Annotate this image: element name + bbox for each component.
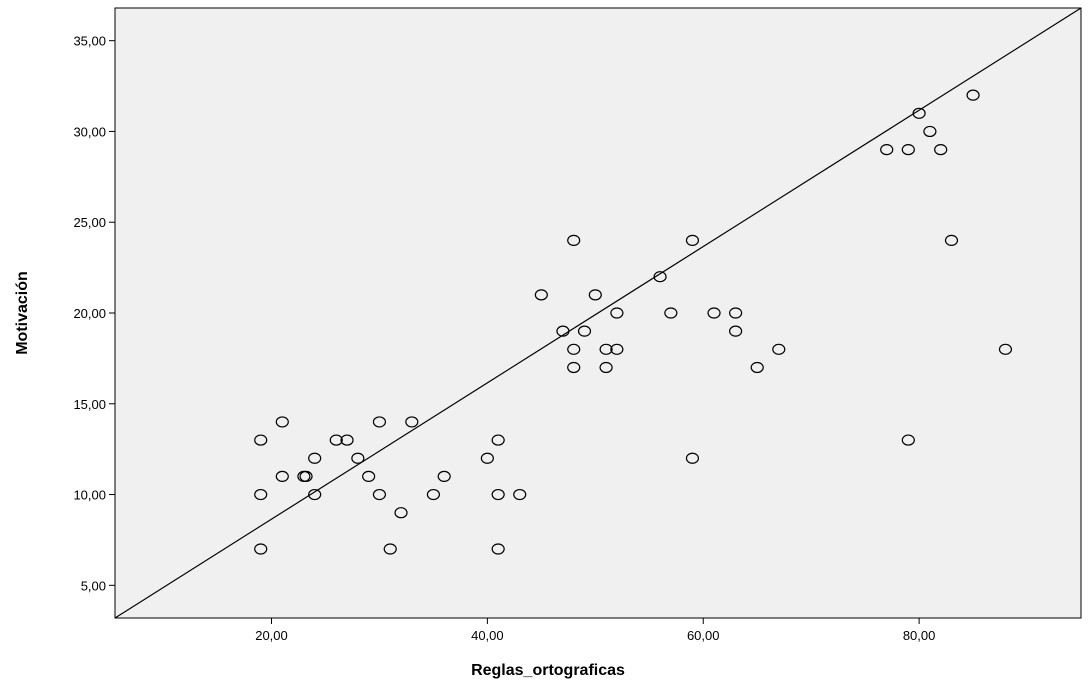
data-point (275, 416, 289, 428)
data-point (308, 488, 322, 501)
data-point (729, 325, 743, 337)
data-point (372, 488, 387, 501)
data-point (491, 488, 505, 501)
data-point (437, 470, 451, 482)
data-point (912, 107, 926, 119)
data-point (750, 361, 764, 374)
data-point (254, 434, 268, 446)
y-axis-title: Motivación (14, 271, 31, 355)
data-point (599, 343, 613, 355)
data-point (405, 416, 419, 428)
data-point (685, 234, 700, 246)
data-point (901, 434, 915, 446)
data-point (254, 543, 268, 555)
data-point (880, 144, 894, 156)
x-tick-label: 20,00 (255, 628, 288, 643)
data-point (491, 543, 505, 555)
x-tick-label: 60,00 (687, 628, 720, 643)
data-point (966, 89, 980, 101)
data-point (588, 289, 602, 301)
y-axis-ticks: 5,00 10,00 15,00 20,00 25,00 30,00 35,00 (73, 34, 115, 593)
data-point (610, 307, 624, 319)
data-point (513, 488, 527, 501)
data-point (254, 488, 268, 501)
y-tick-label: 30,00 (73, 124, 106, 139)
y-tick-label: 15,00 (73, 397, 106, 412)
data-point (567, 343, 581, 355)
data-point (729, 307, 743, 319)
data-point (329, 434, 343, 446)
data-point (394, 507, 408, 519)
fit-line-layer (114, 7, 1082, 619)
x-tick-label: 80,00 (903, 628, 936, 643)
data-point (275, 470, 289, 482)
fit-line (114, 7, 1082, 619)
data-point (556, 325, 570, 337)
data-point (426, 488, 441, 501)
data-point (944, 234, 959, 246)
data-point (599, 361, 613, 374)
data-point (577, 325, 592, 337)
data-point (480, 452, 494, 464)
data-point (772, 343, 786, 355)
x-axis-title: Reglas_ortograficas (471, 662, 625, 679)
data-point (372, 416, 387, 428)
data-point (901, 144, 915, 156)
data-point (664, 307, 678, 319)
data-point (923, 125, 937, 138)
data-point (653, 271, 667, 283)
data-point (299, 470, 313, 482)
y-tick-label: 10,00 (73, 488, 106, 503)
data-point (707, 307, 721, 319)
data-point (340, 434, 354, 446)
data-point (491, 434, 505, 446)
data-points (254, 89, 1013, 555)
data-point (351, 452, 365, 464)
y-tick-label: 25,00 (73, 215, 106, 230)
data-point (998, 343, 1013, 355)
data-point (308, 452, 322, 464)
x-tick-label: 40,00 (471, 628, 504, 643)
y-tick-label: 35,00 (73, 34, 106, 49)
y-tick-label: 5,00 (81, 578, 106, 593)
data-point (383, 543, 397, 555)
data-point (934, 144, 948, 156)
y-tick-label: 20,00 (73, 306, 106, 321)
x-axis-ticks: 20,00 40,00 60,00 80,00 (255, 618, 935, 643)
data-point (685, 452, 700, 464)
data-point (534, 289, 548, 301)
plot-frame (114, 7, 1082, 619)
data-point (610, 343, 624, 355)
data-point (362, 470, 376, 482)
data-point (567, 234, 581, 246)
data-point (567, 361, 581, 374)
